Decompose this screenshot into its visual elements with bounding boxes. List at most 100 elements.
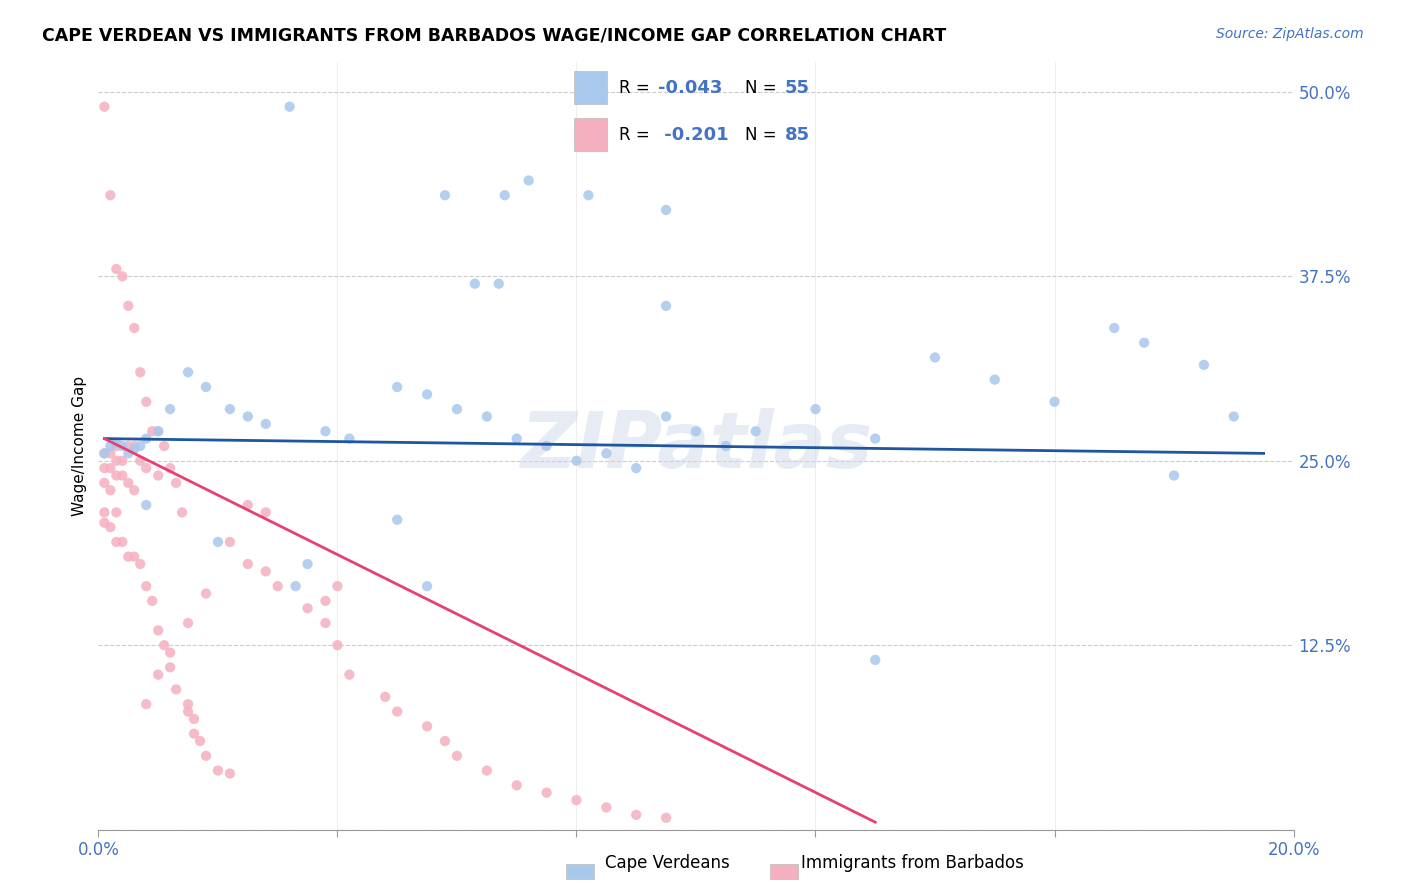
Point — [595, 800, 617, 814]
FancyBboxPatch shape — [574, 119, 607, 151]
Point — [98, 520, 122, 534]
Point — [434, 734, 457, 748]
Point — [98, 446, 122, 460]
Point — [98, 483, 122, 498]
Point — [117, 446, 139, 460]
Point — [141, 424, 163, 438]
Point — [93, 475, 115, 490]
Point — [105, 262, 128, 277]
Point — [655, 811, 678, 825]
Point — [517, 173, 540, 187]
Point — [297, 557, 319, 571]
Point — [129, 557, 152, 571]
Point — [177, 705, 200, 719]
Text: R =: R = — [619, 79, 655, 97]
Point — [148, 424, 170, 438]
Point — [494, 188, 516, 202]
Point — [565, 454, 588, 468]
Text: ZIPatlas: ZIPatlas — [520, 408, 872, 484]
Point — [195, 748, 218, 763]
Text: CAPE VERDEAN VS IMMIGRANTS FROM BARBADOS WAGE/INCOME GAP CORRELATION CHART: CAPE VERDEAN VS IMMIGRANTS FROM BARBADOS… — [42, 27, 946, 45]
Point — [165, 475, 187, 490]
Point — [446, 402, 468, 417]
Text: Cape Verdeans: Cape Verdeans — [605, 855, 730, 872]
Text: 85: 85 — [785, 126, 810, 144]
Text: R =: R = — [619, 126, 655, 144]
Point — [124, 439, 146, 453]
Y-axis label: Wage/Income Gap: Wage/Income Gap — [72, 376, 87, 516]
Point — [105, 454, 128, 468]
FancyBboxPatch shape — [565, 863, 595, 880]
Point — [111, 454, 134, 468]
Point — [105, 468, 128, 483]
Point — [315, 615, 337, 630]
Point — [207, 764, 229, 778]
Point — [105, 505, 128, 519]
Point — [1043, 394, 1066, 409]
Point — [488, 277, 510, 291]
Point — [111, 269, 134, 284]
Point — [153, 439, 176, 453]
Point — [93, 446, 115, 460]
Point — [315, 424, 337, 438]
Point — [595, 446, 617, 460]
Point — [117, 439, 139, 453]
Point — [98, 461, 122, 475]
Point — [655, 409, 678, 424]
Point — [93, 100, 115, 114]
Text: Source: ZipAtlas.com: Source: ZipAtlas.com — [1216, 27, 1364, 41]
Point — [135, 461, 157, 475]
Point — [446, 748, 468, 763]
Point — [105, 436, 128, 450]
Point — [506, 432, 529, 446]
Point — [135, 394, 157, 409]
Point — [207, 535, 229, 549]
Point — [1104, 321, 1126, 335]
Point — [297, 601, 319, 615]
Point — [195, 586, 218, 600]
Point — [1192, 358, 1215, 372]
Point — [93, 461, 115, 475]
Point — [278, 100, 301, 114]
Point — [141, 594, 163, 608]
Point — [326, 638, 349, 652]
Point — [745, 424, 768, 438]
Point — [177, 365, 200, 379]
Point — [183, 712, 205, 726]
Point — [93, 446, 115, 460]
Point — [172, 505, 194, 519]
Point — [153, 638, 176, 652]
Point — [506, 778, 529, 792]
Point — [98, 188, 122, 202]
Point — [416, 579, 439, 593]
Point — [93, 505, 115, 519]
Point — [326, 579, 349, 593]
Point — [626, 807, 648, 822]
Point — [129, 365, 152, 379]
Point — [219, 766, 242, 780]
Point — [434, 188, 457, 202]
Point — [339, 432, 361, 446]
Point — [177, 615, 200, 630]
Point — [159, 461, 181, 475]
Point — [105, 535, 128, 549]
Text: 55: 55 — [785, 79, 810, 97]
Point — [565, 793, 588, 807]
Point — [148, 624, 170, 638]
Point — [865, 432, 887, 446]
Point — [159, 402, 181, 417]
Point — [254, 505, 277, 519]
Point — [129, 439, 152, 453]
Point — [219, 402, 242, 417]
Point — [111, 535, 134, 549]
Point — [1133, 335, 1156, 350]
Point — [124, 549, 146, 564]
Point — [536, 786, 558, 800]
Point — [111, 439, 134, 453]
Point — [1223, 409, 1246, 424]
Point — [93, 516, 115, 530]
Point — [339, 667, 361, 681]
Point — [475, 764, 498, 778]
Point — [284, 579, 307, 593]
Point — [195, 380, 218, 394]
